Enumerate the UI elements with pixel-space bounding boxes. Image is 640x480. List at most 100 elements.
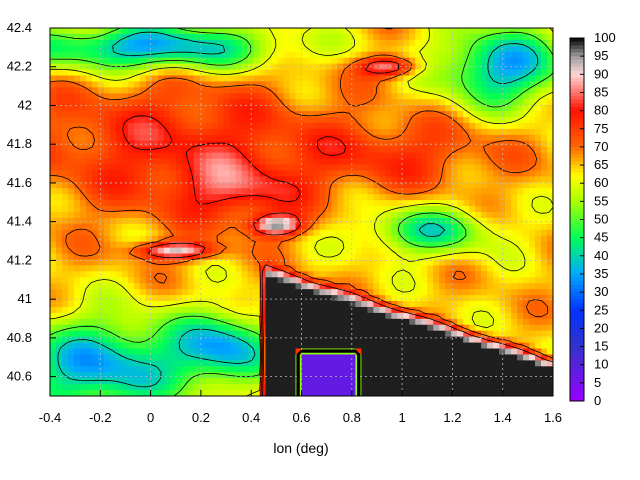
heatmap-cell: [103, 259, 111, 267]
heatmap-cell: [127, 348, 135, 356]
heatmap-cell: [211, 330, 219, 338]
heatmap-cell: [289, 28, 297, 35]
heatmap-cell: [169, 271, 177, 278]
heatmap-cell: [427, 45, 434, 53]
heatmap-cell: [127, 45, 135, 53]
heatmap-cell: [535, 336, 542, 344]
heatmap-cell: [385, 45, 392, 53]
heatmap-cell: [499, 128, 506, 136]
heatmap-cell: [475, 318, 482, 326]
heatmap-cell: [403, 277, 410, 284]
heatmap-cell: [487, 99, 494, 106]
heatmap-cell: [181, 81, 189, 88]
heatmap-cell: [343, 235, 351, 243]
heatmap-cell: [67, 336, 75, 344]
heatmap-cell: [355, 277, 362, 284]
heatmap-cell: [439, 158, 446, 166]
heatmap-cell: [121, 324, 129, 332]
heatmap-cell: [451, 63, 458, 71]
heatmap-cell: [523, 324, 530, 332]
heatmap-cell: [50, 283, 57, 290]
heatmap-cell: [451, 140, 458, 148]
heatmap-cell: [199, 330, 207, 338]
heatmap-cell: [403, 306, 410, 314]
heatmap-cell: [445, 200, 452, 207]
heatmap-cell: [133, 247, 141, 255]
heatmap-cell: [115, 259, 123, 267]
heatmap-cell: [205, 378, 213, 385]
heatmap-cell: [337, 306, 345, 314]
heatmap-cell: [547, 87, 553, 94]
heatmap-cell: [133, 348, 141, 356]
heatmap-cell: [79, 194, 87, 201]
heatmap-cell: [307, 28, 315, 35]
heatmap-cell: [169, 348, 177, 356]
heatmap-cell: [235, 51, 243, 59]
heatmap-cell: [439, 295, 446, 302]
heatmap-cell: [229, 176, 237, 183]
heatmap-cell: [379, 128, 386, 136]
heatmap-cell: [469, 229, 476, 237]
heatmap-cell: [139, 342, 147, 350]
heatmap-cell: [469, 360, 476, 367]
heatmap-cell: [331, 223, 339, 231]
heatmap-cell: [121, 45, 129, 53]
heatmap-cell: [229, 312, 237, 320]
heatmap-cell: [367, 117, 374, 124]
heatmap-cell: [541, 39, 548, 47]
heatmap-cell: [415, 128, 422, 136]
heatmap-cell: [421, 200, 428, 207]
heatmap-cell: [145, 194, 153, 201]
heatmap-cell: [379, 295, 386, 302]
heatmap-cell: [91, 354, 99, 361]
heatmap-cell: [541, 265, 548, 272]
heatmap-cell: [50, 158, 57, 166]
heatmap-cell: [355, 75, 362, 83]
heatmap-cell: [55, 360, 63, 367]
heatmap-cell: [511, 182, 518, 189]
heatmap-cell: [349, 336, 356, 344]
heatmap-cell: [475, 105, 482, 112]
heatmap-cell: [217, 312, 225, 320]
heatmap-cell: [67, 342, 75, 350]
heatmap-cell: [85, 194, 93, 201]
heatmap-cell: [517, 289, 524, 296]
heatmap-cell: [181, 283, 189, 290]
heatmap-cell: [283, 152, 291, 160]
heatmap-cell: [235, 312, 243, 320]
heatmap-cell: [367, 206, 374, 213]
heatmap-cell: [85, 360, 93, 367]
heatmap-cell: [145, 318, 153, 326]
heatmap-cell: [127, 312, 135, 320]
heatmap-cell: [241, 158, 249, 166]
heatmap-cell: [121, 271, 129, 278]
heatmap-cell: [409, 28, 416, 35]
heatmap-cell: [463, 318, 470, 326]
heatmap-cell: [145, 295, 153, 302]
heatmap-cell: [133, 295, 141, 302]
heatmap-cell: [349, 360, 356, 367]
heatmap-cell: [145, 235, 153, 243]
heatmap-cell: [175, 111, 183, 118]
heatmap-cell: [187, 301, 195, 308]
heatmap-cell: [427, 217, 434, 225]
heatmap-cell: [205, 330, 213, 338]
heatmap-cell: [457, 372, 464, 379]
heatmap-cell: [73, 51, 81, 59]
heatmap-cell: [169, 128, 177, 136]
heatmap-cell: [121, 289, 129, 296]
heatmap-cell: [403, 301, 410, 308]
heatmap-cell: [55, 324, 63, 332]
heatmap-cell: [331, 152, 339, 160]
heatmap-cell: [205, 223, 213, 231]
heatmap-cell: [541, 348, 548, 356]
heatmap-cell: [409, 265, 416, 272]
heatmap-cell: [331, 241, 339, 249]
heatmap-cell: [307, 69, 315, 77]
heatmap-cell: [547, 33, 553, 41]
heatmap-cell: [457, 229, 464, 237]
heatmap-cell: [535, 39, 542, 47]
heatmap-cell: [313, 182, 321, 189]
heatmap-cell: [313, 194, 321, 201]
heatmap-cell: [151, 306, 159, 314]
